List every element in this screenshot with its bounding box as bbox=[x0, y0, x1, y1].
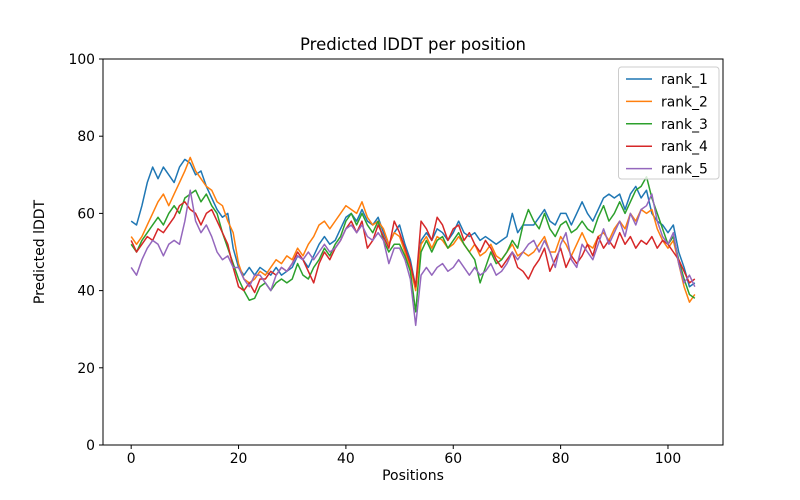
series-line-rank_5 bbox=[130, 189, 696, 327]
axes-spines bbox=[102, 58, 724, 446]
x-tick-label: 20 bbox=[230, 451, 248, 467]
series-line-rank_4 bbox=[130, 201, 696, 294]
legend-label-rank_2: rank_2 bbox=[661, 94, 708, 110]
x-axis-label: Positions bbox=[382, 468, 444, 484]
legend-label-rank_5: rank_5 bbox=[661, 162, 708, 178]
legend-box bbox=[618, 66, 720, 180]
x-tick-label: 40 bbox=[337, 451, 355, 467]
y-tick-label: 20 bbox=[77, 361, 95, 377]
y-tick-label: 100 bbox=[68, 52, 95, 68]
x-tick-label: 80 bbox=[552, 451, 570, 467]
y-tick-label: 40 bbox=[77, 284, 95, 300]
x-tick-label: 60 bbox=[444, 451, 462, 467]
legend-label-rank_3: rank_3 bbox=[661, 117, 708, 133]
y-tick-label: 0 bbox=[86, 438, 95, 454]
series-line-rank_2 bbox=[130, 156, 696, 303]
y-tick-label: 80 bbox=[77, 129, 95, 145]
legend-label-rank_4: rank_4 bbox=[661, 139, 708, 155]
series-line-rank_3 bbox=[130, 175, 696, 313]
series-line-rank_1 bbox=[130, 158, 696, 288]
x-tick-label: 0 bbox=[127, 451, 136, 467]
chart-title: Predicted lDDT per position bbox=[299, 35, 527, 54]
legend-label-rank_1: rank_1 bbox=[661, 72, 708, 88]
y-tick-label: 60 bbox=[77, 206, 95, 222]
x-tick-label: 100 bbox=[655, 451, 682, 467]
